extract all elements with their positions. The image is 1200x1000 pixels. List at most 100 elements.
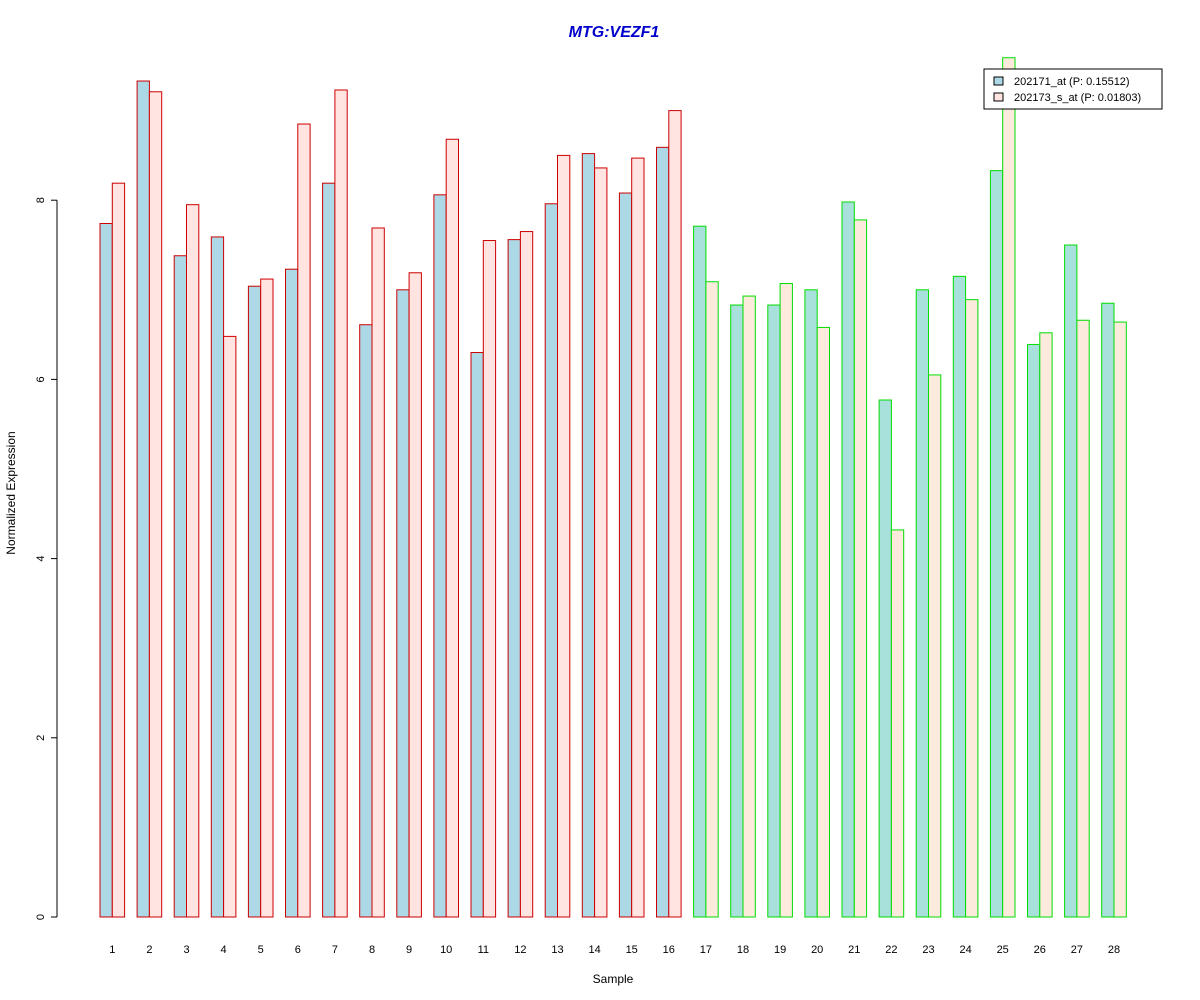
bar-sample-24-series-1 [952,275,967,918]
x-tick-label: 1 [109,944,115,956]
bar-sample-10-series-2 [445,138,460,918]
x-tick-label: 25 [997,944,1009,956]
bar-sample-22-series-2 [890,529,905,918]
bar-sample-25-series-1 [989,170,1004,918]
bar-sample-10-series-1 [433,194,447,918]
bar-sample-21-series-2 [853,219,868,918]
x-tick-label: 16 [663,944,675,956]
bars-layer [99,57,1127,918]
bar-sample-5-series-1 [247,285,262,918]
bar-sample-28-series-2 [1113,321,1127,918]
bar-sample-19-series-2 [779,283,793,918]
bar-sample-9-series-2 [408,272,422,918]
bar-sample-18-series-1 [730,304,744,918]
x-tick-label: 15 [626,944,638,956]
bar-sample-14-series-2 [594,167,608,918]
bar-sample-13-series-2 [557,154,571,918]
y-tick-label: 8 [35,197,47,203]
bar-sample-8-series-2 [371,227,385,918]
bar-sample-12-series-2 [519,231,534,918]
bar-sample-4-series-1 [210,236,225,918]
bar-sample-25-series-2 [1002,57,1016,918]
bar-sample-27-series-2 [1076,319,1090,918]
bar-sample-7-series-1 [322,182,336,918]
x-tick-label: 14 [588,944,600,956]
x-tick-label: 9 [406,944,412,956]
x-tick-label: 17 [700,944,712,956]
y-axis: 0 2 4 6 8 [35,197,58,920]
y-tick-label: 4 [35,556,47,562]
bar-sample-4-series-2 [223,335,237,918]
x-tick-label: 19 [774,944,786,956]
x-tick-label: 11 [478,944,489,956]
bar-sample-18-series-2 [742,295,756,918]
bar-sample-15-series-2 [631,157,645,918]
bar-sample-3-series-1 [173,255,187,918]
y-tick-label: 2 [35,735,47,741]
bar-sample-2-series-2 [148,91,163,918]
bar-sample-28-series-1 [1101,302,1115,918]
bar-sample-17-series-2 [705,281,719,918]
bar-sample-7-series-2 [334,89,348,918]
x-tick-label: 24 [959,944,971,956]
bar-sample-26-series-1 [1027,343,1041,918]
bar-sample-22-series-1 [878,399,892,918]
x-tick-label: 3 [183,944,189,956]
legend-label-1: 202171_at (P: 0.15512) [1014,76,1130,88]
bar-sample-16-series-1 [656,146,670,918]
x-tick-label: 6 [295,944,301,956]
legend-swatch-2 [993,92,1004,102]
bar-sample-16-series-2 [668,110,682,918]
bar-sample-6-series-2 [297,123,311,918]
legend: 202171_at (P: 0.15512) 202173_s_at (P: 0.… [983,68,1163,110]
x-tick-label: 7 [332,944,338,956]
x-tick-label: 23 [922,944,934,956]
bar-sample-20-series-2 [816,326,831,918]
bar-sample-17-series-1 [693,225,707,918]
x-tick-label: 26 [1034,944,1046,956]
legend-swatch-1 [993,76,1004,86]
bar-sample-6-series-1 [285,268,299,918]
x-tick-label: 8 [369,944,375,956]
bar-sample-3-series-2 [186,204,200,918]
x-axis: 1 2 3 4 5 6 7 8 9 10 11 12 13 14 15 16 17 18 19 20 21 22 23 24 2… [109,944,1120,956]
x-tick-label: 21 [848,944,860,956]
bar-sample-23-series-1 [915,289,930,918]
bar-sample-15-series-1 [618,192,633,918]
x-tick-label: 20 [811,944,823,956]
x-tick-label: 12 [514,944,526,956]
bar-sample-19-series-1 [767,304,781,918]
legend-label-2: 202173_s_at (P: 0.01803) [1014,92,1141,104]
bar-sample-27-series-1 [1064,244,1078,918]
bar-sample-9-series-1 [396,289,410,918]
x-axis-label: Sample [593,972,634,986]
bar-sample-1-series-2 [111,182,126,918]
x-tick-label: 13 [551,944,563,956]
y-tick-label: 6 [35,376,47,382]
bar-sample-11-series-2 [482,240,497,918]
bar-sample-24-series-2 [965,299,979,918]
bar-sample-2-series-1 [136,80,150,918]
x-tick-label: 27 [1071,944,1083,956]
legend-box [983,68,1163,110]
bar-sample-11-series-1 [470,352,484,918]
bar-sample-26-series-2 [1039,332,1053,918]
bar-sample-20-series-1 [804,289,818,918]
x-tick-label: 4 [221,944,227,956]
x-tick-label: 10 [440,944,452,956]
x-tick-label: 5 [258,944,264,956]
bar-sample-23-series-2 [928,374,942,918]
x-tick-label: 2 [146,944,152,956]
bar-sample-21-series-1 [841,201,855,918]
x-tick-label: 28 [1108,944,1120,956]
bar-sample-1-series-1 [99,223,113,918]
bar-sample-14-series-1 [581,153,596,918]
bar-sample-5-series-2 [260,278,274,918]
x-tick-label: 18 [737,944,749,956]
chart-title: MTG:VEZF1 [569,24,660,41]
x-tick-label: 22 [885,944,897,956]
bar-sample-13-series-1 [544,203,559,918]
bar-sample-12-series-1 [507,239,521,918]
y-tick-label: 0 [35,914,47,920]
